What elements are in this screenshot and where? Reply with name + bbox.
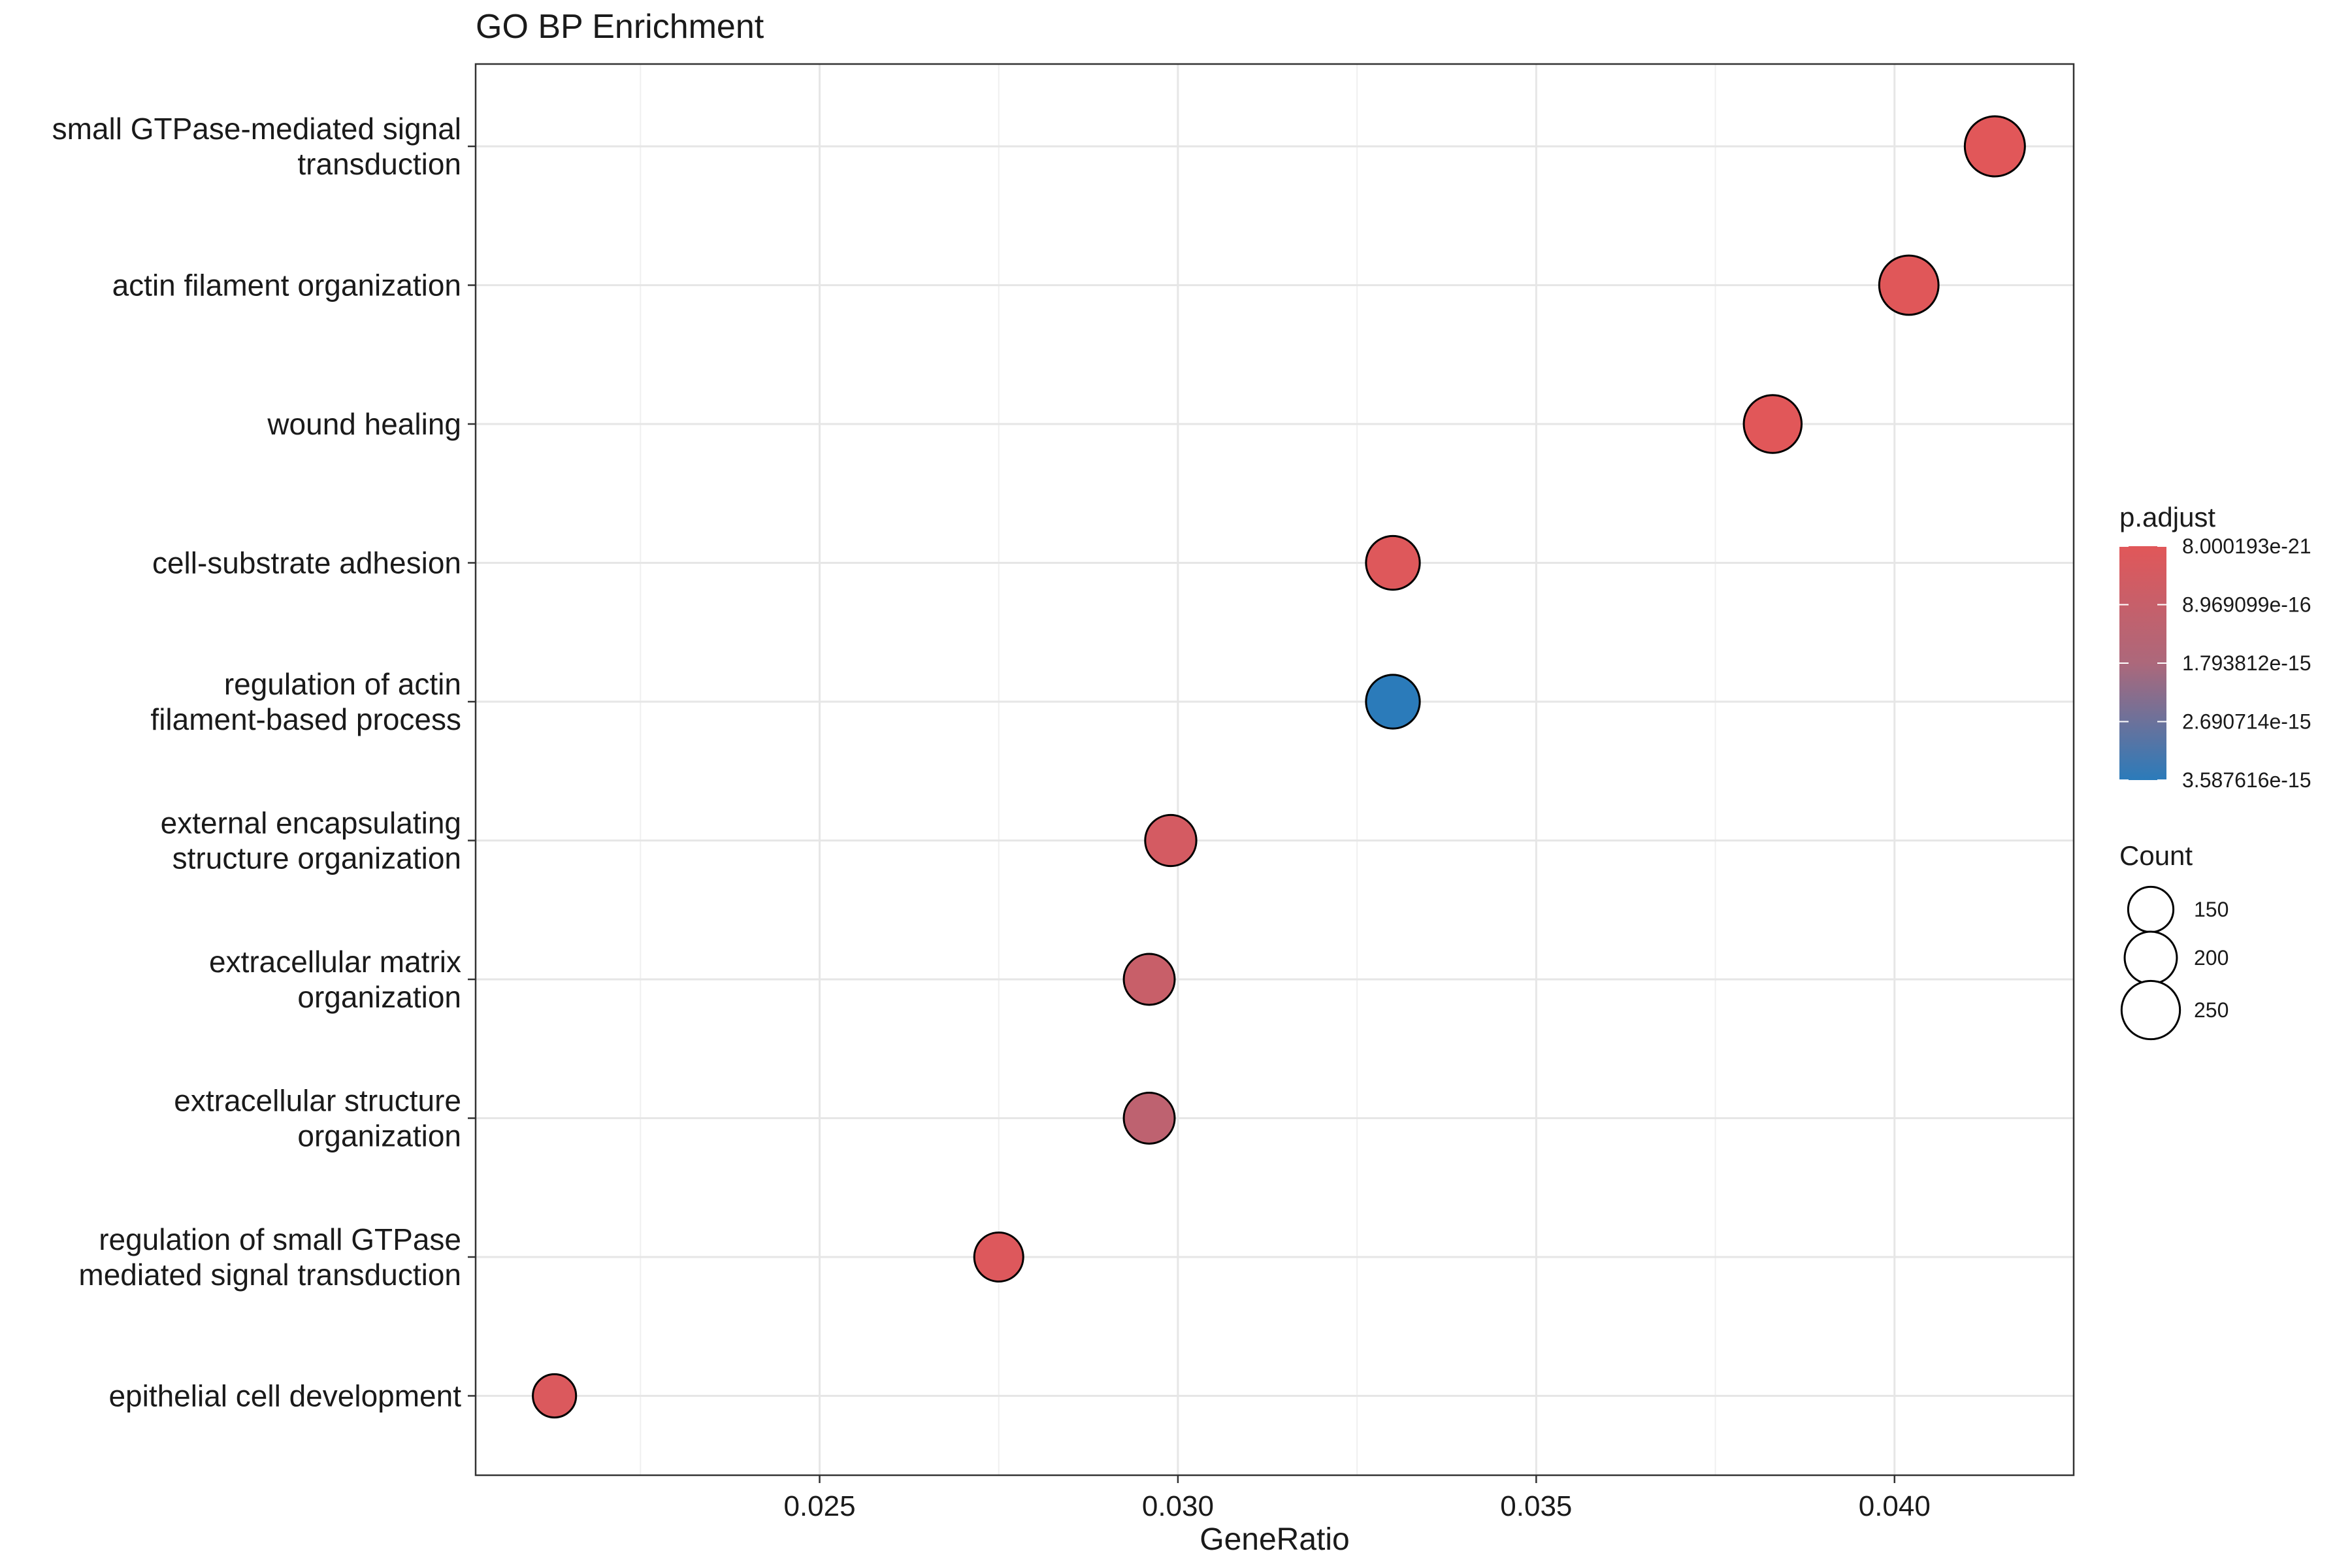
color-legend: p.adjust 8.000193e-21 8.969099e-16 1.79381…	[2119, 502, 2311, 792]
size-legend-key	[2120, 979, 2181, 1041]
size-legend-label: 200	[2194, 946, 2229, 970]
data-point	[1963, 115, 2026, 178]
size-legend-title: Count	[2119, 840, 2193, 871]
color-legend-label: 2.690714e-15	[2182, 710, 2311, 734]
data-point	[1365, 534, 1421, 591]
data-point	[532, 1373, 578, 1419]
y-tick-label: filament-based process	[150, 702, 461, 736]
data-point	[1365, 674, 1421, 730]
y-tick-label: cell-substrate adhesion	[152, 546, 461, 580]
color-legend-title: p.adjust	[2119, 502, 2215, 532]
y-tick-label: extracellular structure	[174, 1084, 461, 1118]
data-point	[973, 1232, 1024, 1282]
size-legend-items: 150 200 250	[2120, 885, 2229, 1041]
size-legend-label: 150	[2194, 898, 2229, 921]
data-point	[1742, 394, 1803, 454]
data-point	[1878, 254, 1940, 316]
x-tick-label: 0.025	[783, 1490, 855, 1522]
y-tick-label: epithelial cell development	[108, 1379, 461, 1413]
data-points	[532, 115, 2026, 1419]
size-legend-key	[2127, 885, 2175, 934]
color-legend-label: 8.000193e-21	[2182, 534, 2311, 558]
y-tick-label: mediated signal transduction	[78, 1258, 461, 1292]
y-tick-label: transduction	[297, 147, 461, 181]
data-point	[1144, 813, 1198, 868]
y-tick-label: regulation of small GTPase	[99, 1222, 461, 1256]
plot-panel-border	[474, 63, 2075, 1477]
x-tick-label: 0.040	[1859, 1490, 1931, 1522]
y-axis-labels: small GTPase-mediated signaltransduction…	[52, 112, 476, 1413]
color-legend-label: 8.969099e-16	[2182, 593, 2311, 617]
color-legend-labels: 8.000193e-21 8.969099e-16 1.793812e-15 2.69…	[2119, 534, 2311, 792]
x-tick-label: 0.035	[1500, 1490, 1572, 1522]
data-point	[1122, 1092, 1176, 1145]
x-axis-ticks: 0.025 0.030 0.035 0.040	[783, 1475, 1931, 1522]
y-tick-label: organization	[297, 1119, 461, 1153]
data-point	[1122, 953, 1176, 1006]
grid-layer	[476, 64, 2074, 1475]
y-tick-label: extracellular matrix	[209, 945, 461, 979]
y-tick-label: regulation of actin	[224, 667, 461, 701]
y-tick-label: small GTPase-mediated signal	[52, 112, 461, 146]
y-tick-label: structure organization	[172, 841, 461, 875]
size-legend: Count 150 200 250	[2119, 840, 2229, 1041]
y-tick-label: actin filament organization	[112, 269, 461, 302]
color-legend-label: 1.793812e-15	[2182, 651, 2311, 675]
color-legend-label: 3.587616e-15	[2182, 768, 2311, 792]
y-tick-label: external encapsulating	[161, 806, 461, 840]
size-legend-key	[2123, 930, 2178, 985]
x-tick-label: 0.030	[1142, 1490, 1214, 1522]
size-legend-label: 250	[2194, 998, 2229, 1022]
x-axis-label: GeneRatio	[1200, 1522, 1349, 1557]
chart-title: GO BP Enrichment	[476, 8, 764, 46]
y-tick-label: wound healing	[267, 407, 461, 441]
y-tick-label: organization	[297, 980, 461, 1014]
